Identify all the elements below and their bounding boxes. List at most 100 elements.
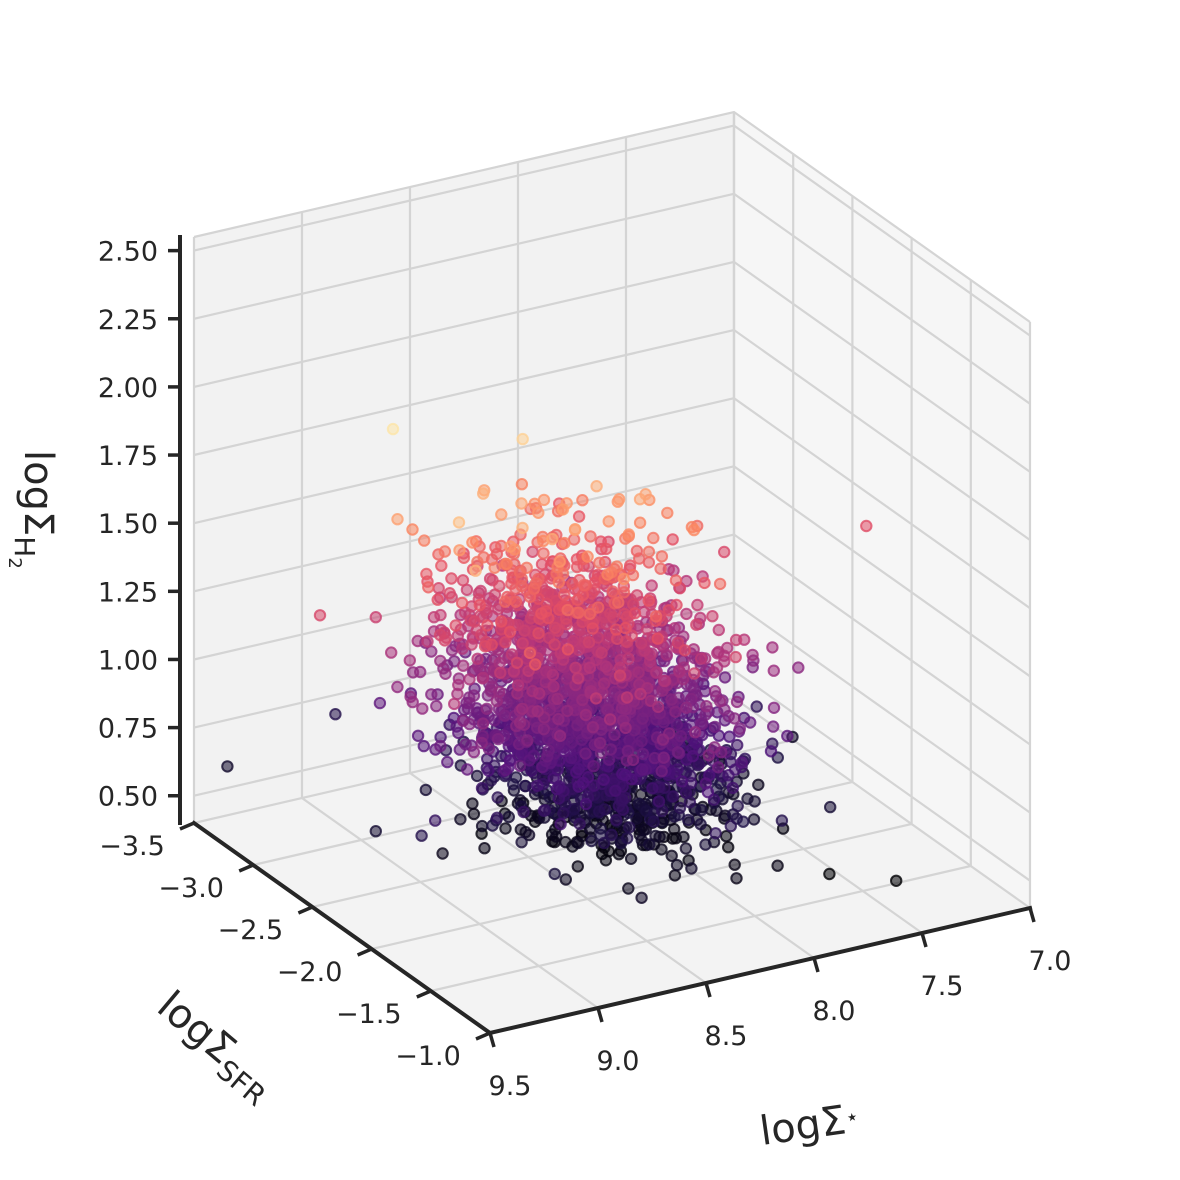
scatter-point [699, 777, 712, 790]
scatter-point [695, 804, 708, 817]
scatter-point [684, 679, 698, 692]
scatter-point [691, 598, 704, 612]
scatter-point [617, 572, 630, 586]
scatter-point [657, 751, 670, 764]
scatter-point [657, 674, 671, 688]
x-tick-mark [1028, 907, 1036, 923]
scatter-point [418, 534, 431, 547]
scatter-point [642, 545, 656, 558]
scatter-point [476, 717, 490, 730]
scatter-point [775, 814, 789, 827]
scatter-point [665, 849, 678, 862]
scatter-point [560, 618, 573, 631]
scatter-point [313, 609, 327, 622]
scatter-point [466, 797, 479, 810]
scatter-point [666, 832, 679, 845]
scatter-point [523, 590, 537, 604]
scatter-point [554, 817, 567, 831]
scatter-point [583, 607, 597, 621]
scatter-point [652, 700, 665, 714]
scatter-point [454, 813, 467, 826]
scatter-point [509, 595, 523, 608]
scatter-point [406, 523, 419, 536]
scatter-point [445, 572, 458, 585]
scatter-point [673, 801, 687, 815]
y-tick-label: −2.5 [218, 915, 284, 946]
scatter-point [443, 587, 456, 600]
scatter-point [579, 708, 592, 722]
scatter-point [671, 746, 685, 759]
scatter-point [403, 654, 416, 667]
scatter-point [502, 810, 515, 824]
scatter-point [682, 813, 695, 827]
scatter-point [461, 763, 474, 776]
scatter-point [434, 739, 447, 753]
scatter-point [559, 873, 572, 886]
scatter-point [494, 666, 507, 679]
scatter-point [621, 832, 634, 845]
x-tick-mark [488, 1032, 496, 1048]
scatter-point [546, 668, 560, 682]
scatter-point [475, 736, 488, 750]
scatter-point [708, 720, 722, 734]
scatter-point [823, 867, 836, 881]
scatter-point [572, 780, 585, 793]
scatter-point [561, 603, 574, 617]
scatter-point [635, 637, 648, 650]
scatter-point [647, 531, 660, 545]
axis-lines [178, 235, 1033, 1036]
scatter-point [425, 645, 438, 658]
scatter-point [571, 672, 585, 685]
y-tick-mark [356, 947, 373, 957]
scatter-point [523, 646, 537, 660]
z-tick-label: 1.50 [98, 509, 158, 540]
scatter-point [421, 635, 434, 648]
scatter-point [603, 713, 617, 726]
scatter-point [669, 574, 683, 587]
scatter-point [573, 817, 586, 831]
scatter-point [647, 815, 660, 828]
scatter-point [432, 582, 445, 595]
scatter-point [612, 596, 625, 609]
scatter-point [571, 860, 584, 873]
scatter-point [542, 586, 555, 599]
scatter-point [746, 648, 759, 662]
scatter-point [636, 712, 649, 725]
scatter-point [556, 503, 570, 516]
scatter-point [569, 661, 582, 674]
scatter-point [484, 774, 498, 787]
scatter-point [493, 579, 506, 593]
scatter-point [561, 704, 574, 718]
scatter-point [456, 714, 470, 727]
scatter-point [709, 827, 722, 840]
scatter-point [452, 516, 466, 529]
scatter-point [480, 702, 493, 715]
scatter-point [605, 828, 618, 842]
scatter-point [536, 760, 549, 774]
scatter-point [552, 712, 565, 726]
scatter-point [572, 510, 586, 523]
scatter-point [718, 545, 731, 559]
y-tick-mark [238, 863, 254, 873]
scatter-point [386, 422, 400, 436]
scatter-point [466, 536, 479, 549]
scatter-point [491, 791, 504, 804]
scatter-point [764, 745, 778, 758]
scatter-point [673, 665, 686, 678]
scatter-point [510, 656, 524, 669]
scatter-point [522, 828, 536, 842]
scatter-point [633, 516, 647, 529]
scatter-point [652, 795, 666, 808]
scatter-point [634, 687, 647, 701]
scatter-point [553, 555, 566, 568]
scatter-point [429, 814, 442, 827]
scatter-point [541, 750, 554, 763]
scatter-point [439, 667, 452, 680]
scatter-point [600, 542, 613, 556]
scatter-point [602, 515, 615, 528]
z-tick-label: 2.50 [98, 237, 158, 268]
scatter-point [373, 696, 387, 710]
scatter-point [633, 493, 647, 506]
y-tick-label: −1.5 [336, 999, 402, 1030]
